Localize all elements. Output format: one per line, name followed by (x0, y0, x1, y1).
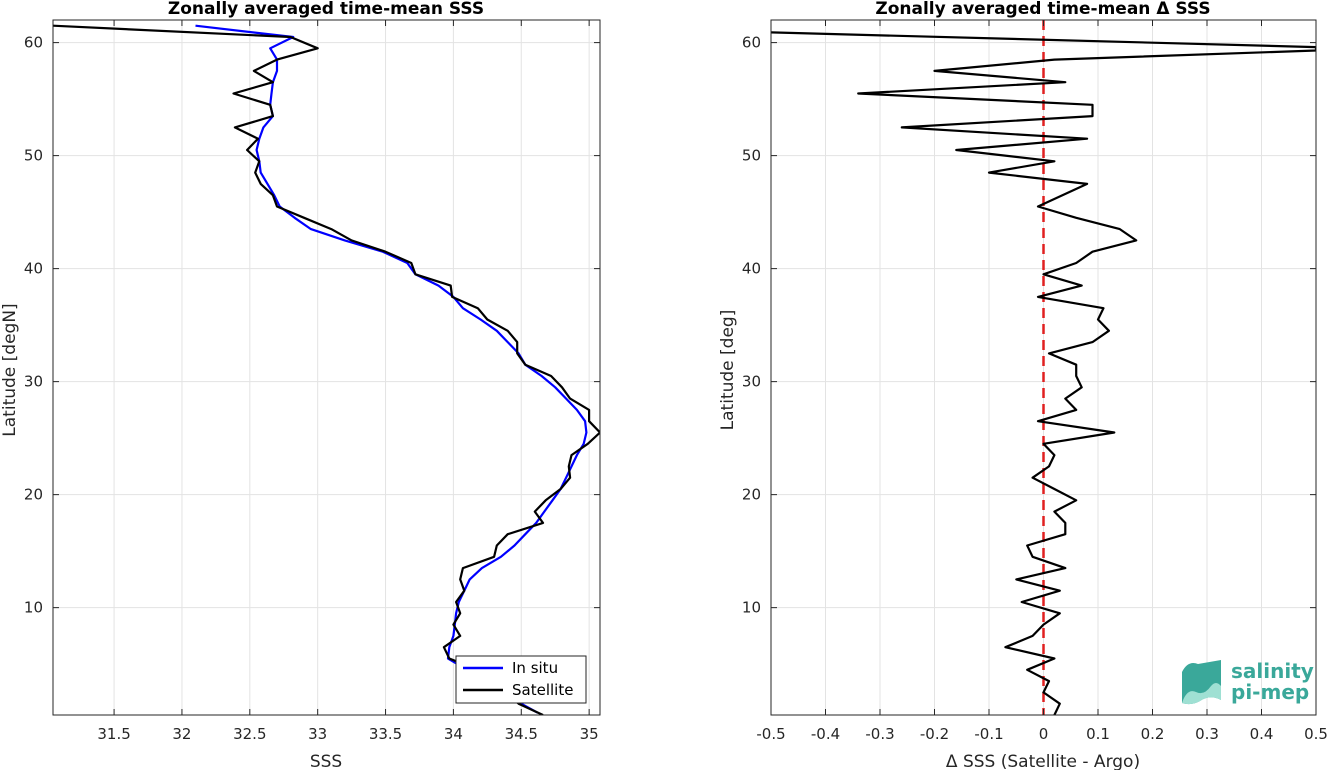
logo-text-pi-mep: pi-mep (1231, 680, 1309, 704)
delta-series-line-delta (771, 31, 1316, 715)
delta-x-tick-label: -0.5 (756, 725, 785, 743)
sss-x-tick-label: 31.5 (97, 725, 130, 743)
sss-series-line-in-situ (195, 24, 588, 714)
sss-gridlines (53, 20, 600, 715)
sss-series-lines (53, 24, 600, 715)
logo-wave-highlight-icon (1182, 683, 1221, 705)
sss-y-tick-label: 30 (24, 373, 43, 391)
logo-text-salinity: salinity (1231, 659, 1314, 683)
sss-x-tick-label: 32.5 (233, 725, 266, 743)
sss-y-tick-label: 60 (24, 34, 43, 52)
sss-y-tick-label: 10 (24, 599, 43, 617)
delta-x-tick-label: 0.4 (1250, 725, 1274, 743)
sss-panel: 31.5 32 32.5 33 33.5 34 34.5 35 10 20 30 40 50 60 Zon… (0, 0, 601, 770)
sss-y-tick-label: 50 (24, 147, 43, 165)
sss-x-tick-label: 34.5 (505, 725, 538, 743)
delta-y-tick-label: 50 (742, 147, 761, 165)
delta-x-tick-label: 0.5 (1304, 725, 1328, 743)
sss-x-tick-label: 33.5 (369, 725, 402, 743)
delta-x-tick-label: 0 (1039, 725, 1049, 743)
legend-label-in-situ: In situ (512, 659, 558, 677)
sss-y-tick-label: 20 (24, 486, 43, 504)
sss-x-tick-label: 34 (444, 725, 463, 743)
delta-x-tick-label: -0.2 (920, 725, 949, 743)
delta-x-tick-label: 0.2 (1141, 725, 1165, 743)
salinity-pi-mep-logo: salinity pi-mep (1182, 659, 1314, 705)
delta-chart-title: Zonally averaged time-mean Δ SSS (875, 0, 1210, 19)
delta-x-tick-label: -0.4 (811, 725, 840, 743)
sss-legend: In situ Satellite (455, 655, 587, 704)
sss-x-axis-title: SSS (310, 752, 342, 770)
delta-y-tick-label: 30 (742, 373, 761, 391)
legend-box (455, 655, 587, 704)
delta-y-tick-label: 60 (742, 34, 761, 52)
sss-x-tick-label: 32 (172, 725, 191, 743)
sss-plot-area (53, 20, 600, 715)
delta-sss-panel: -0.5 -0.4 -0.3 -0.2 -0.1 0 0.1 0.2 0.3 0.4 0.5 10 20… (718, 0, 1328, 770)
delta-x-axis-title: Δ SSS (Satellite - Argo) (946, 752, 1140, 770)
legend-label-satellite: Satellite (512, 681, 573, 699)
sss-axes-box (52, 19, 601, 716)
delta-x-tick-label: 0.1 (1086, 725, 1110, 743)
sss-ticks: 31.5 32 32.5 33 33.5 34 34.5 35 10 20 30 40 50 60 (24, 20, 600, 743)
sss-x-tick-label: 35 (580, 725, 599, 743)
delta-y-tick-label: 40 (742, 260, 761, 278)
sss-x-tick-label: 33 (308, 725, 327, 743)
delta-y-tick-label: 20 (742, 486, 761, 504)
sss-series-line-satellite (53, 24, 600, 715)
delta-x-tick-label: 0.3 (1195, 725, 1219, 743)
delta-ticks: -0.5 -0.4 -0.3 -0.2 -0.1 0 0.1 0.2 0.3 0.4 0.5 10 20… (742, 20, 1328, 743)
delta-x-tick-label: -0.3 (865, 725, 894, 743)
delta-y-axis-title: Latitude [deg] (718, 310, 738, 431)
sss-chart-title: Zonally averaged time-mean SSS (168, 0, 484, 19)
delta-x-tick-label: -0.1 (974, 725, 1003, 743)
delta-y-tick-label: 10 (742, 599, 761, 617)
delta-series-lines (771, 31, 1316, 715)
sss-y-axis-title: Latitude [degN] (0, 303, 20, 436)
sss-y-tick-label: 40 (24, 260, 43, 278)
